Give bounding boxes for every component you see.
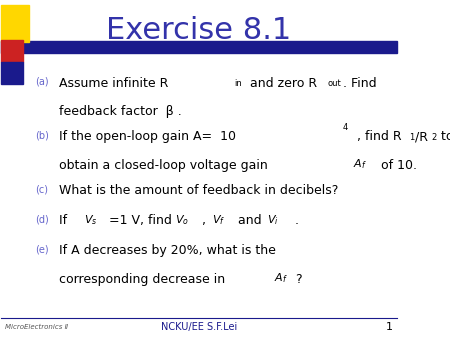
Text: ,: , [198,214,210,227]
Text: (e): (e) [35,244,49,255]
Text: obtain a closed-loop voltage gain: obtain a closed-loop voltage gain [58,159,275,172]
Text: and: and [234,214,270,227]
Text: .: . [287,214,299,227]
Bar [1,5,29,42]
Text: (d): (d) [35,214,49,224]
Text: to: to [437,130,450,143]
Text: 1: 1 [386,322,392,332]
Text: feedback factor  β .: feedback factor β . [58,105,181,118]
Bar [1,41,396,53]
Text: of 10.: of 10. [373,159,417,172]
Text: . Find: . Find [343,77,377,90]
Bar [1,62,23,83]
Text: $V_o$: $V_o$ [175,213,189,227]
Text: in: in [234,79,242,89]
Text: If: If [58,214,75,227]
Text: What is the amount of feedback in decibels?: What is the amount of feedback in decibe… [58,184,338,197]
Text: $V_f$: $V_f$ [212,213,225,227]
Text: Assume infinite R: Assume infinite R [58,77,168,90]
Text: (b): (b) [35,130,49,141]
Text: $A_f$: $A_f$ [353,157,367,171]
Text: $V_s$: $V_s$ [84,213,97,227]
Text: NCKU/EE S.F.Lei: NCKU/EE S.F.Lei [161,322,237,332]
Text: , find R: , find R [349,130,402,143]
Bar [1,40,23,62]
Text: (a): (a) [35,77,49,87]
Text: and zero R: and zero R [246,77,317,90]
Text: out: out [328,79,341,89]
Text: corresponding decrease in: corresponding decrease in [58,273,233,286]
Text: 2: 2 [431,133,436,142]
Text: Exercise 8.1: Exercise 8.1 [106,17,292,46]
Text: MicroElectronics Ⅱ: MicroElectronics Ⅱ [5,324,68,330]
Text: 4: 4 [342,123,348,132]
Text: If A decreases by 20%, what is the: If A decreases by 20%, what is the [58,244,275,258]
Text: $A_f$: $A_f$ [274,271,288,285]
Text: =1 V, find: =1 V, find [105,214,180,227]
Text: $V_i$: $V_i$ [267,213,279,227]
Text: ?: ? [295,273,302,286]
Text: (c): (c) [35,184,48,194]
Text: /R: /R [415,130,428,143]
Text: If the open-loop gain A=  10: If the open-loop gain A= 10 [58,130,236,143]
Text: 1: 1 [410,133,415,142]
